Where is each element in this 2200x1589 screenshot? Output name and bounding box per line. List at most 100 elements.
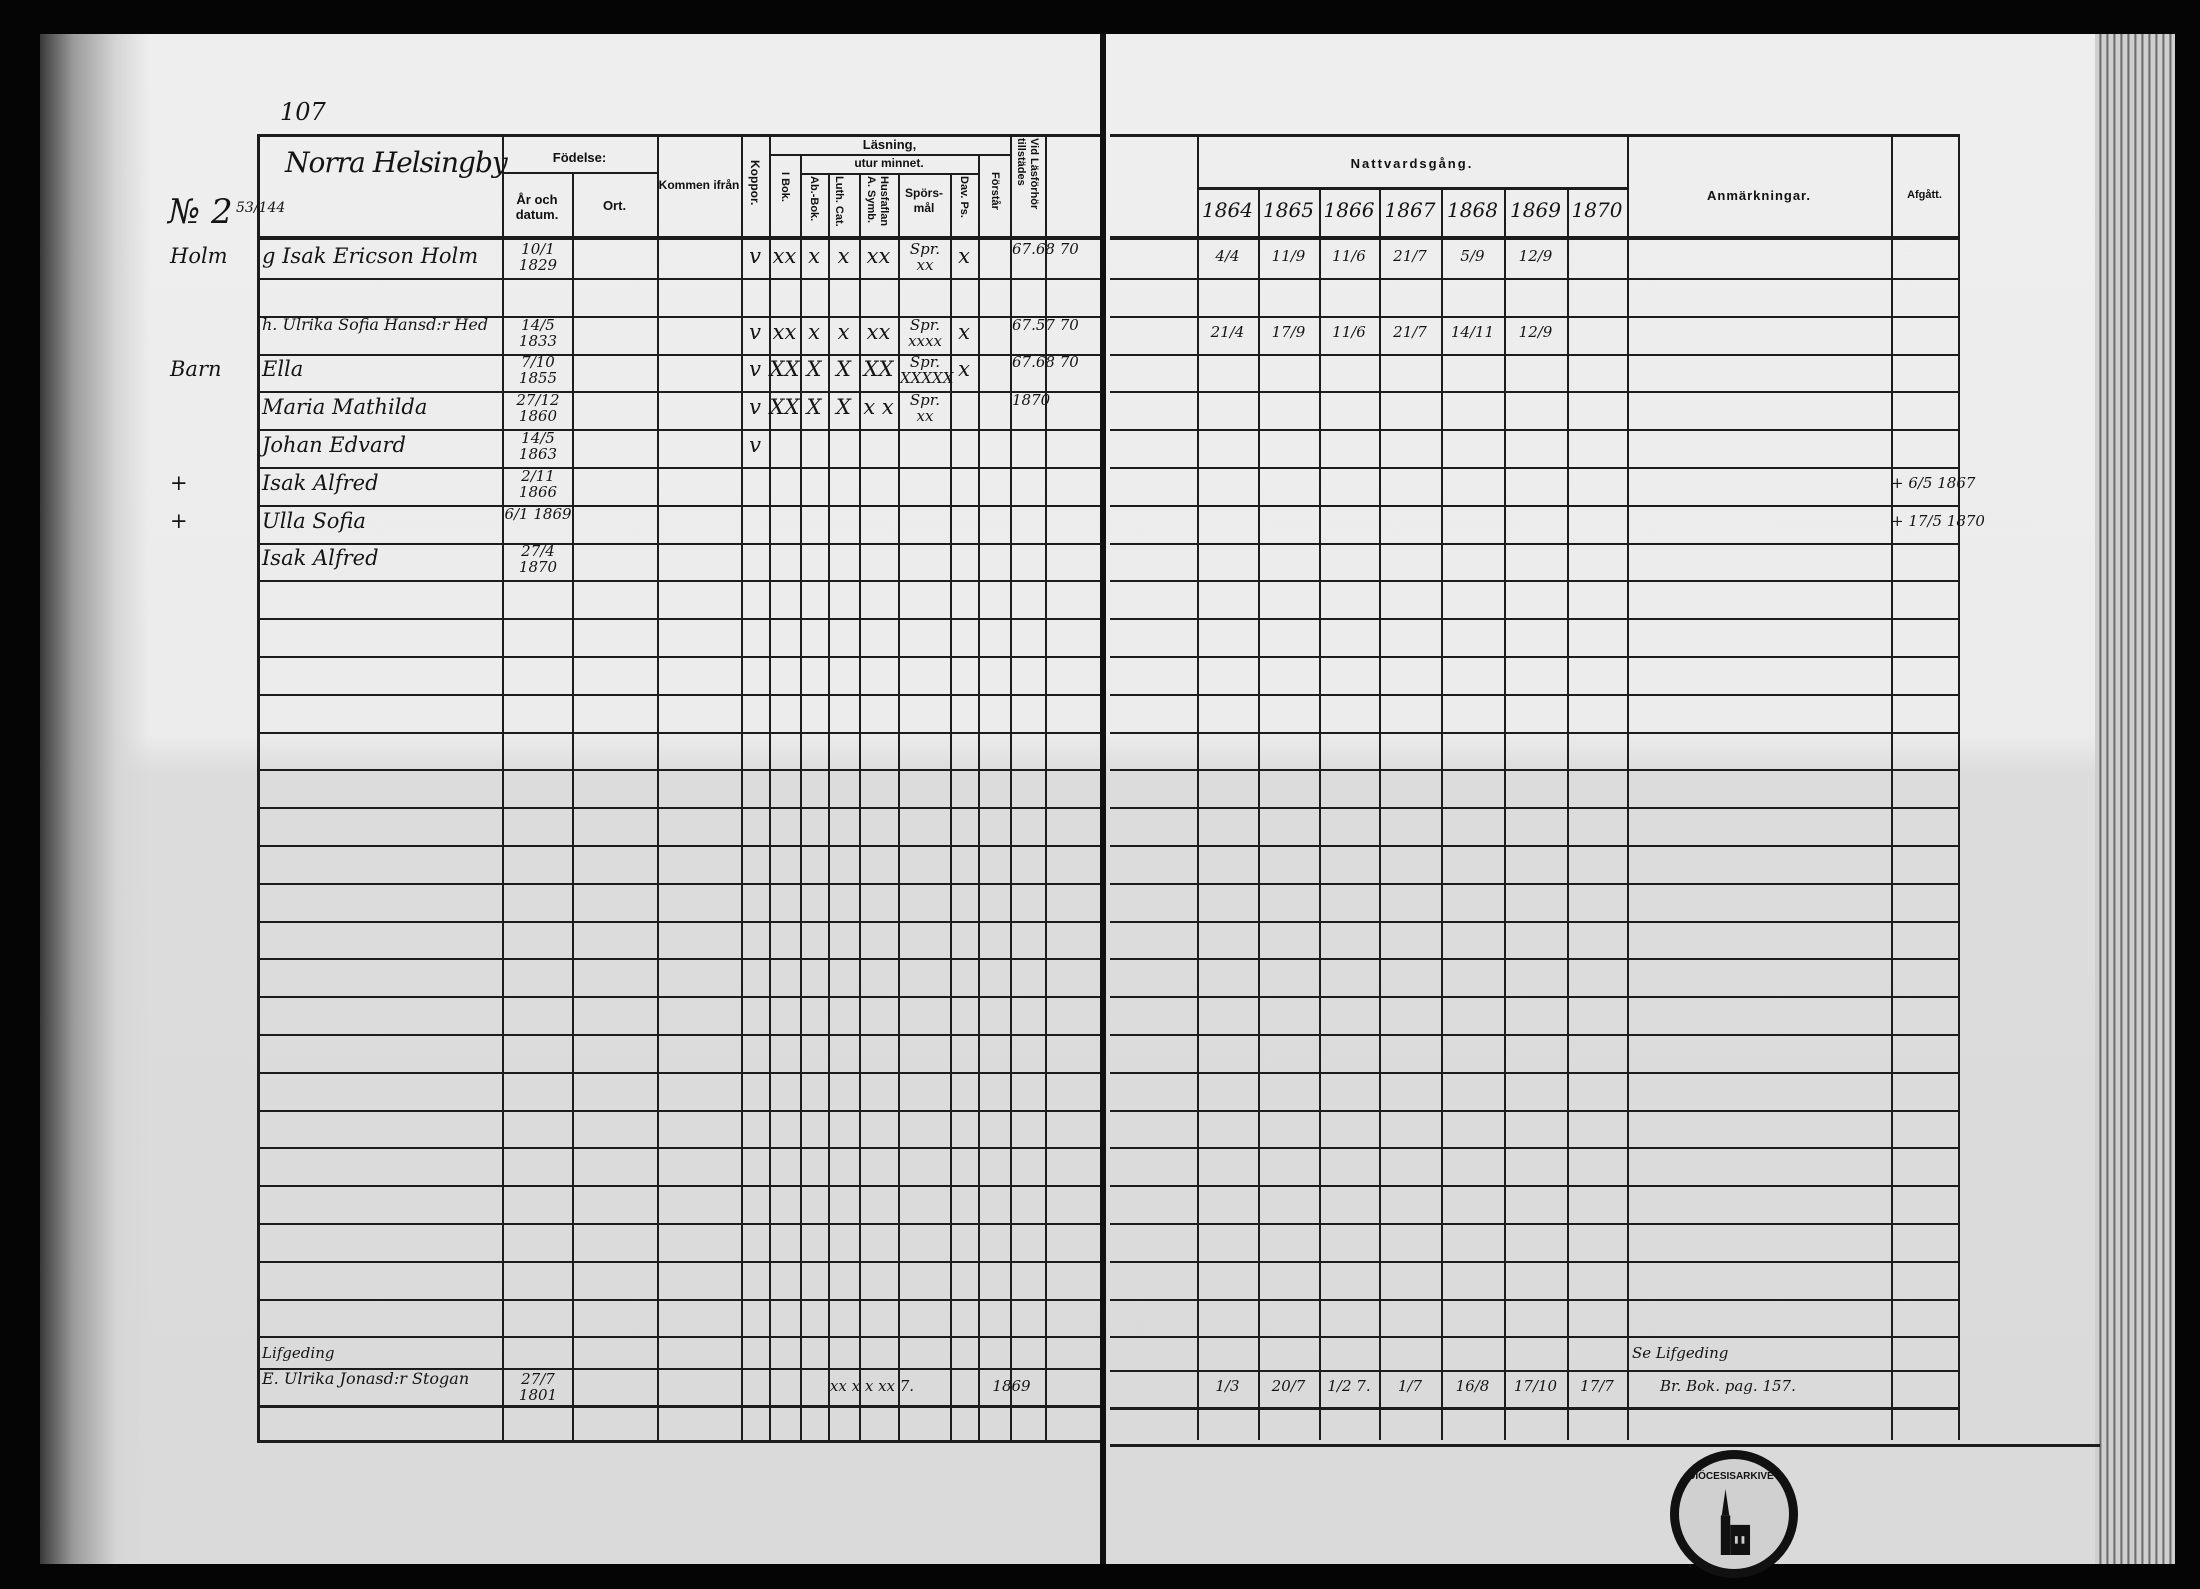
row-line bbox=[1110, 1336, 1958, 1338]
header-fodelse: Födelse: bbox=[552, 150, 607, 165]
column-line bbox=[1010, 134, 1012, 1440]
entry-birth: 14/5 1863 bbox=[518, 429, 558, 463]
entry-vid: 1870 bbox=[1012, 391, 1051, 409]
header-bottom-line bbox=[257, 236, 1100, 240]
row-line bbox=[257, 1299, 1100, 1301]
header-luth-cat: Luth. Cat. bbox=[833, 176, 845, 227]
row-line bbox=[257, 732, 1100, 734]
column-line bbox=[800, 154, 802, 1440]
footer-birth: 27/7 1801 bbox=[518, 1370, 558, 1404]
column-line bbox=[1319, 187, 1321, 1440]
entry-vid: 67.57 70 bbox=[1012, 316, 1079, 334]
row-line bbox=[257, 1405, 1100, 1408]
row-line bbox=[257, 958, 1100, 960]
entry-koppor: v bbox=[749, 320, 761, 344]
header-nattvardsgang: Nattvardsgång. bbox=[1350, 156, 1474, 171]
row-line bbox=[1110, 1185, 1958, 1187]
header-sporsmal: Spörs-mål bbox=[904, 186, 943, 215]
communion-date: 11/6 bbox=[1332, 247, 1366, 265]
entry-number: № 2 bbox=[168, 192, 233, 232]
column-line bbox=[1441, 187, 1443, 1440]
communion-date: 4/4 bbox=[1215, 247, 1240, 265]
row-line bbox=[257, 1147, 1100, 1149]
year-header: 1870 bbox=[1571, 198, 1623, 222]
fodelse-subline bbox=[502, 172, 657, 174]
footer-communion-date: 17/10 bbox=[1513, 1377, 1558, 1395]
table-bottom-line bbox=[1110, 1444, 2100, 1447]
right-page bbox=[1106, 34, 2116, 1564]
column-line bbox=[1379, 187, 1381, 1440]
table-bottom-line bbox=[257, 1440, 1100, 1443]
entry-spors: Spr. xx bbox=[909, 240, 941, 274]
row-line bbox=[1110, 467, 1958, 469]
entry-name: g Isak Ericson Holm bbox=[262, 244, 479, 268]
church-icon bbox=[1720, 1489, 1751, 1555]
header-afgatt: Afgått. bbox=[1907, 189, 1942, 201]
entry-name: Johan Edvard bbox=[262, 433, 406, 457]
column-line bbox=[1891, 134, 1893, 1440]
row-line bbox=[1110, 1370, 1958, 1372]
row-line bbox=[257, 1072, 1100, 1074]
entry-ab: x bbox=[808, 244, 820, 268]
row-line bbox=[1110, 1261, 1958, 1263]
row-line bbox=[257, 845, 1100, 847]
entry-dav: x bbox=[958, 357, 970, 381]
row-line bbox=[257, 278, 1100, 280]
header-forstar: Förstår bbox=[989, 172, 1001, 210]
left-page bbox=[46, 34, 1104, 1564]
row-line bbox=[1110, 391, 1958, 393]
header-dav-ps: Dav. Ps. bbox=[958, 176, 970, 218]
entry-ab: X bbox=[806, 395, 822, 419]
entry-name: Ella bbox=[262, 357, 304, 381]
row-line bbox=[1110, 921, 1958, 923]
header-ar-datum: År och datum. bbox=[515, 192, 559, 222]
entry-husf: XX bbox=[863, 357, 894, 381]
row-line bbox=[257, 996, 1100, 998]
year-header: 1866 bbox=[1323, 198, 1375, 222]
entry-name: Maria Mathilda bbox=[262, 395, 428, 419]
entry-husf: xx bbox=[866, 320, 891, 344]
footer-communion-date: 20/7 bbox=[1271, 1377, 1306, 1395]
column-line bbox=[1197, 134, 1199, 1440]
communion-date: 12/9 bbox=[1518, 323, 1553, 341]
header-ab-bok: Ab.-Bok. bbox=[808, 176, 820, 222]
row-line bbox=[257, 1261, 1100, 1263]
entry-margin: + bbox=[170, 471, 188, 495]
archive-stamp: DIÖCESISARKIVET bbox=[1670, 1450, 1798, 1578]
row-line bbox=[257, 543, 1100, 545]
row-line bbox=[1110, 656, 1958, 658]
column-line bbox=[1504, 187, 1506, 1440]
entry-afgatt: + 6/5 1867 bbox=[1891, 474, 1976, 492]
row-line bbox=[257, 467, 1100, 469]
row-line bbox=[257, 656, 1100, 658]
row-line bbox=[257, 1223, 1100, 1225]
communion-date: 5/9 bbox=[1460, 247, 1485, 265]
header-koppor: Koppor. bbox=[748, 160, 762, 206]
entry-husf: xx bbox=[866, 244, 891, 268]
header-1-bok: I Bok. bbox=[779, 172, 791, 202]
row-line bbox=[257, 1185, 1100, 1187]
row-line bbox=[1110, 543, 1958, 545]
row-line bbox=[1110, 354, 1958, 356]
entry-afgatt: + 17/5 1870 bbox=[1891, 512, 1985, 530]
row-line bbox=[257, 580, 1100, 582]
row-line bbox=[1110, 1299, 1958, 1301]
entry-koppor: v bbox=[749, 395, 761, 419]
entry-margin: Holm bbox=[170, 244, 228, 268]
row-line bbox=[1110, 807, 1958, 809]
row-line bbox=[1110, 1147, 1958, 1149]
communion-date: 21/4 bbox=[1210, 323, 1245, 341]
column-line bbox=[1567, 187, 1569, 1440]
entry-luth: x bbox=[837, 244, 850, 268]
entry-luth: x bbox=[837, 320, 850, 344]
entry-birth: 6/1 1869 bbox=[504, 505, 572, 523]
entry-spors: Spr. xxxx bbox=[908, 316, 942, 350]
column-line bbox=[828, 173, 830, 1440]
right-page-edges bbox=[2095, 34, 2175, 1564]
row-line bbox=[257, 769, 1100, 771]
entry-dav: x bbox=[958, 320, 970, 344]
header-top-line bbox=[257, 134, 1100, 137]
utur-minnet-subline bbox=[800, 173, 978, 175]
year-header: 1864 bbox=[1202, 198, 1253, 222]
footer-communion-date: 1/2 7. bbox=[1327, 1377, 1371, 1395]
